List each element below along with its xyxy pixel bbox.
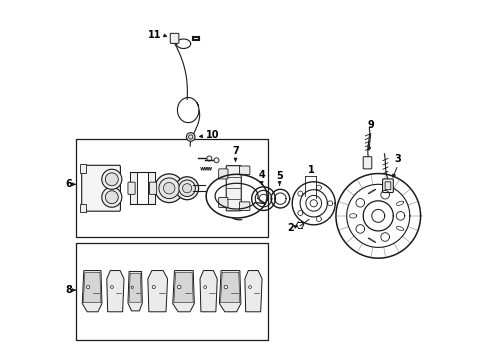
FancyBboxPatch shape [218,198,227,208]
Text: 11: 11 [147,30,161,40]
Text: 8: 8 [65,285,72,295]
Polygon shape [147,271,167,312]
Circle shape [179,180,195,197]
Circle shape [105,191,118,204]
Polygon shape [129,273,141,302]
Polygon shape [106,271,124,312]
Circle shape [131,286,133,288]
Text: 10: 10 [206,130,219,140]
Circle shape [86,285,89,289]
FancyBboxPatch shape [239,202,249,211]
Text: 7: 7 [232,145,239,156]
Polygon shape [172,271,194,312]
FancyBboxPatch shape [128,182,135,194]
FancyBboxPatch shape [363,157,371,169]
Circle shape [206,156,211,161]
Bar [80,164,86,173]
Polygon shape [83,273,101,303]
Circle shape [248,286,251,288]
FancyBboxPatch shape [81,165,120,211]
Text: 1: 1 [307,165,314,175]
Circle shape [105,173,118,186]
Circle shape [152,285,155,289]
Circle shape [214,158,219,163]
Polygon shape [220,273,239,303]
Bar [76,139,267,237]
Circle shape [182,184,191,193]
Text: 9: 9 [367,120,374,130]
Bar [129,172,137,204]
Circle shape [186,133,195,141]
Polygon shape [219,271,241,312]
Text: 6: 6 [65,179,72,189]
Bar [147,172,155,204]
Polygon shape [200,271,217,312]
Circle shape [224,285,227,289]
Text: 4: 4 [258,170,264,180]
Circle shape [175,177,198,200]
FancyBboxPatch shape [239,166,249,175]
Circle shape [110,286,113,288]
Circle shape [102,187,122,207]
FancyBboxPatch shape [382,179,392,193]
Bar [76,243,267,339]
FancyBboxPatch shape [170,33,179,43]
Polygon shape [128,271,142,311]
FancyBboxPatch shape [226,166,241,211]
Polygon shape [82,271,102,312]
Circle shape [163,183,175,194]
FancyBboxPatch shape [149,182,156,194]
Bar [80,204,86,212]
FancyBboxPatch shape [218,169,227,179]
Polygon shape [174,273,193,303]
Circle shape [159,178,179,199]
Circle shape [155,174,183,203]
Circle shape [203,286,206,288]
Circle shape [177,285,181,289]
Text: 3: 3 [394,154,401,164]
Circle shape [102,169,122,189]
Polygon shape [244,271,262,312]
Text: 2: 2 [287,224,294,233]
FancyBboxPatch shape [384,182,390,190]
Circle shape [188,135,192,139]
Text: 5: 5 [276,171,283,181]
